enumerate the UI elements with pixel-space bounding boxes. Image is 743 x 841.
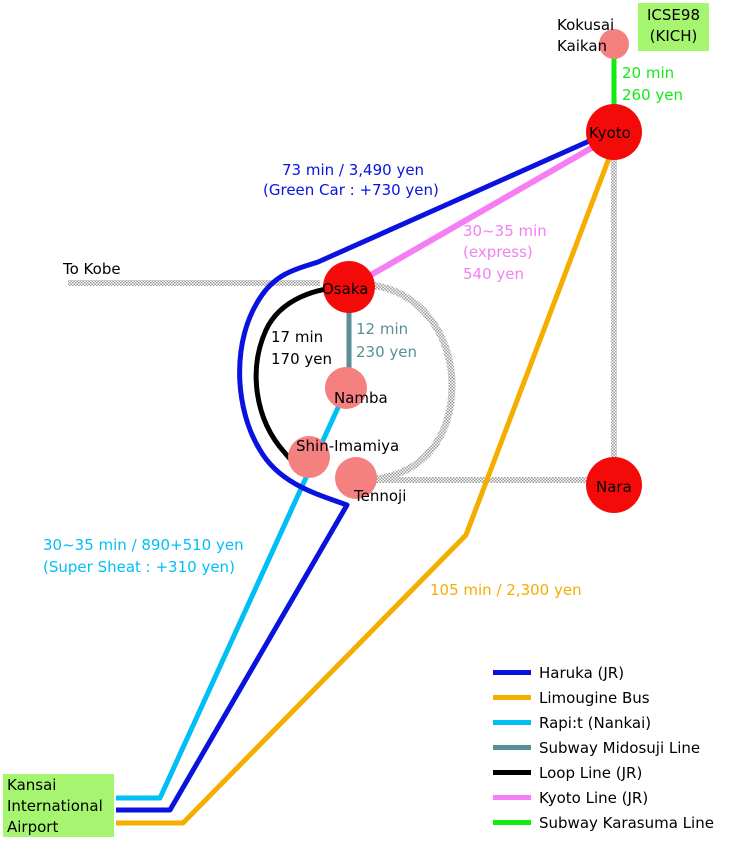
midosuji-time-label: 12 min: [356, 320, 408, 338]
namba-station: [325, 367, 367, 409]
limousine-bus-route: [116, 144, 617, 826]
tennoji-label: Tennoji: [353, 487, 406, 505]
tennoji-station: [335, 457, 377, 499]
bus-label: 105 min / 2,300 yen: [430, 581, 582, 599]
kix-box-line1: Kansai: [7, 776, 57, 794]
haruka-route: [116, 127, 616, 813]
legend-label: Limougine Bus: [539, 689, 650, 707]
karasuma-time-label: 20 min: [622, 64, 674, 82]
legend-swatch: [493, 720, 531, 725]
kansai-airport-box: Kansai International Airport: [3, 774, 114, 837]
kyoto-line-route: [348, 132, 616, 290]
osaka-station: [323, 261, 375, 313]
icse98-venue-box: ICSE98 (KICH): [638, 3, 709, 51]
nara-station: [586, 457, 642, 513]
legend-label: Loop Line (JR): [539, 764, 643, 782]
legend-swatch: [493, 670, 531, 675]
loop-dotted-arc: [364, 281, 456, 484]
haruka-label-line1: 73 min / 3,490 yen: [282, 161, 424, 179]
rapit-label-line2: (Super Sheat : +310 yen): [43, 558, 235, 576]
legend-label: Rapi:t (Nankai): [539, 714, 652, 732]
osaka-label: Osaka: [322, 280, 368, 298]
kyoto-line-label-line1: 30~35 min: [463, 222, 547, 240]
kyoto-line-label-line2: (express): [463, 243, 533, 261]
loop-time-label: 17 min: [271, 328, 323, 346]
legend-label: Kyoto Line (JR): [539, 789, 649, 807]
rapit-label-line1: 30~35 min / 890+510 yen: [43, 536, 244, 554]
dotted-rail-lines: [68, 150, 617, 484]
nara-label: Nara: [596, 478, 632, 496]
kokusai-kaikan-station: [599, 29, 629, 59]
namba-label: Namba: [334, 389, 388, 407]
shin-imamiya-station: [288, 436, 330, 478]
shin-imamiya-label: Shin-Imamiya: [296, 437, 399, 455]
midosuji-fare-label: 230 yen: [356, 343, 417, 361]
legend-label: Subway Midosuji Line: [539, 739, 701, 757]
kyoto-line-label-line3: 540 yen: [463, 265, 524, 283]
legend-label: Subway Karasuma Line: [539, 814, 714, 832]
icse-box-line2: (KICH): [649, 27, 698, 45]
legend-swatch: [493, 745, 531, 750]
karasuma-fare-label: 260 yen: [622, 86, 683, 104]
legend-swatch: [493, 770, 531, 775]
kyoto-station: [586, 104, 642, 160]
kix-box-line2: International: [7, 797, 103, 815]
kix-box-line3: Airport: [7, 818, 59, 836]
icse-box-line1: ICSE98: [647, 6, 700, 24]
legend-label: Haruka (JR): [539, 664, 625, 682]
to-kobe-label: To Kobe: [62, 260, 121, 278]
rapit-route: [116, 388, 349, 801]
legend-swatch: [493, 820, 531, 825]
kokusai-label-line2: Kaikan: [557, 37, 607, 55]
kyoto-label: Kyoto: [589, 124, 631, 142]
legend-swatch: [493, 695, 531, 700]
loop-fare-label: 170 yen: [271, 350, 332, 368]
stations: [288, 29, 642, 513]
haruka-label-line2: (Green Car : +730 yen): [263, 181, 439, 199]
legend-swatch: [493, 795, 531, 800]
kokusai-label-line1: Kokusai: [557, 16, 614, 34]
